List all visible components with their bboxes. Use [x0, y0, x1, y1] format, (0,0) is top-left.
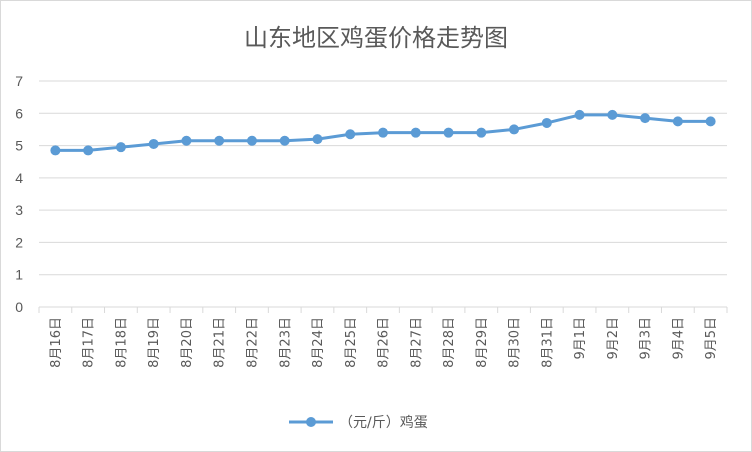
data-point: [378, 127, 388, 138]
data-point: [83, 145, 94, 156]
x-tick-label: 9月2日: [606, 317, 621, 360]
x-tick-label: 8月17日: [82, 317, 97, 368]
x-tick-label: 8月22日: [246, 317, 261, 368]
y-tick-label: 3: [15, 202, 23, 218]
x-tick-label: 8月26日: [377, 317, 392, 368]
x-tick-label: 8月20日: [180, 317, 195, 368]
y-tick-label: 7: [15, 73, 23, 89]
data-point: [115, 142, 126, 153]
x-tick-label: 8月25日: [344, 317, 359, 368]
data-point: [214, 135, 225, 146]
x-tick-label: 8月30日: [508, 317, 523, 368]
series-layer: [50, 109, 716, 156]
data-point: [148, 138, 159, 149]
data-point: [279, 135, 290, 146]
x-tick-label: 8月16日: [49, 317, 64, 368]
data-point: [672, 116, 683, 127]
data-point: [607, 109, 618, 120]
x-tick-label: 8月24日: [311, 317, 326, 368]
x-tick-label: 8月31日: [540, 317, 555, 368]
data-point: [640, 113, 651, 124]
x-tick-label: 9月3日: [639, 317, 654, 360]
y-tick-label: 0: [15, 299, 23, 315]
x-tick-label: 9月5日: [704, 317, 719, 360]
legend-point-marker: [306, 417, 316, 427]
y-tick-label: 4: [15, 170, 23, 186]
data-point: [509, 124, 520, 135]
x-tick-label: 8月23日: [278, 317, 293, 368]
data-point: [705, 116, 716, 127]
data-point: [50, 145, 61, 156]
x-axis-ticks: 8月16日 8月17日 8月18日 8月19日 8月20日 8月21日 8月22日 8月23日…: [38, 307, 728, 368]
data-point: [476, 127, 487, 138]
y-tick-label: 2: [15, 234, 23, 250]
x-tick-label: 9月4日: [671, 317, 686, 360]
y-tick-label: 6: [15, 105, 23, 121]
x-tick-label: 8月29日: [475, 317, 490, 368]
data-point: [541, 117, 552, 128]
data-point: [345, 129, 356, 140]
data-point: [410, 127, 421, 138]
data-point: [443, 127, 454, 138]
data-point: [246, 135, 257, 146]
data-point: [181, 135, 192, 146]
x-tick-label: 8月27日: [409, 317, 424, 368]
y-tick-label: 1: [15, 267, 23, 283]
x-tick-label: 9月1日: [573, 317, 588, 360]
data-point: [312, 134, 323, 145]
x-tick-label: 8月21日: [213, 317, 228, 368]
y-tick-label: 5: [15, 138, 23, 154]
chart-title: 山东地区鸡蛋价格走势图: [244, 24, 508, 52]
data-point: [574, 109, 585, 120]
x-tick-label: 8月18日: [114, 317, 129, 368]
y-axis-ticks: 0 1 2 3 4 5 6 7: [15, 73, 23, 315]
x-tick-label: 8月28日: [442, 317, 457, 368]
legend: （元/斤）鸡蛋: [289, 414, 428, 431]
legend-label: （元/斤）鸡蛋: [339, 414, 428, 431]
x-tick-label: 8月19日: [147, 317, 162, 368]
